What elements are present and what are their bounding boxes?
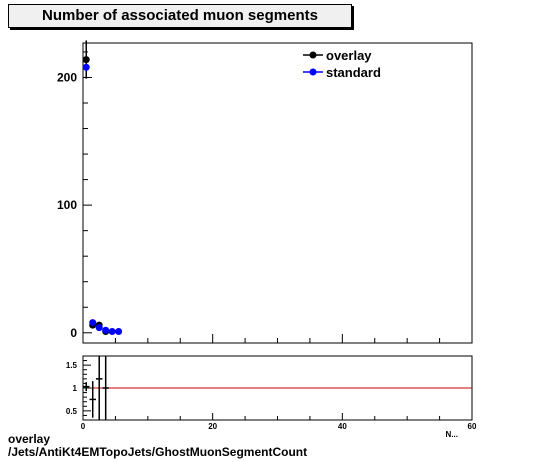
- chart-title-box: Number of associated muon segments: [8, 4, 352, 28]
- footer-label: overlay: [8, 432, 51, 446]
- chart-title: Number of associated muon segments: [42, 7, 318, 24]
- legend-standard-marker: [309, 68, 317, 76]
- ratio-y-tick-label: 1.5: [66, 361, 78, 370]
- main-y-tick-label: 100: [57, 198, 77, 212]
- standard-point: [102, 326, 110, 334]
- ratio-x-tick-label: 40: [338, 422, 347, 431]
- standard-point: [115, 328, 123, 336]
- footer-path: /Jets/AntiKt4EMTopoJets/GhostMuonSegment…: [8, 445, 308, 459]
- standard-point: [89, 319, 97, 327]
- main-y-tick-label: 0: [70, 326, 77, 340]
- ratio-x-tick-label: 20: [208, 422, 217, 431]
- legend-overlay-label: overlay: [326, 48, 372, 63]
- standard-point: [95, 324, 103, 332]
- ratio-y-tick-label: 0.5: [66, 407, 78, 416]
- main-y-tick-label: 200: [57, 70, 77, 84]
- standard-point: [82, 63, 90, 71]
- ratio-x-axis-label: N...: [446, 430, 458, 439]
- ratio-x-tick-label: 60: [468, 422, 477, 431]
- footer: overlay /Jets/AntiKt4EMTopoJets/GhostMuo…: [8, 433, 307, 459]
- legend-overlay-marker: [309, 51, 317, 59]
- standard-point: [108, 328, 116, 336]
- legend-standard-label: standard: [326, 65, 381, 80]
- ratio-x-tick-label: 0: [81, 422, 86, 431]
- overlay-point: [82, 56, 90, 64]
- ratio-y-tick-label: 1: [73, 384, 78, 393]
- main-plot-frame: [82, 42, 473, 344]
